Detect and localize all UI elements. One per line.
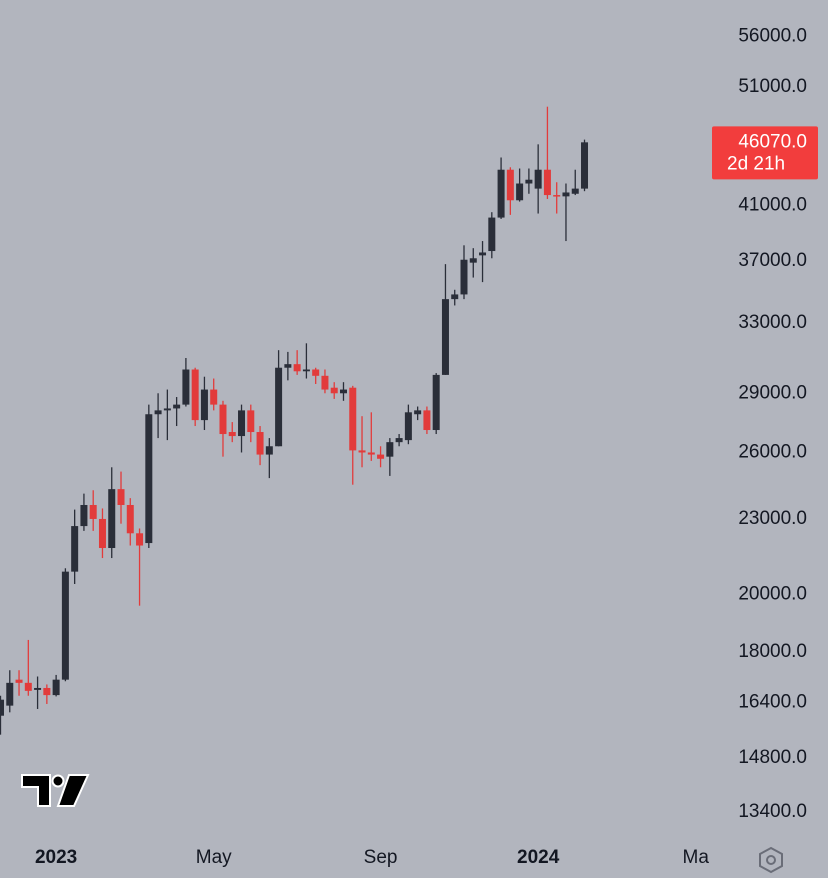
candle-body bbox=[321, 375, 329, 390]
candle-body bbox=[52, 679, 60, 696]
tradingview-logo bbox=[21, 774, 90, 807]
y-tick-label: 23000.0 bbox=[738, 508, 807, 529]
candle-body bbox=[339, 389, 347, 394]
candle-body bbox=[395, 438, 403, 443]
candle-body bbox=[497, 169, 505, 218]
candle-body bbox=[98, 518, 106, 549]
y-tick-label: 41000.0 bbox=[738, 195, 807, 216]
candle-body bbox=[312, 369, 320, 376]
y-tick-label: 18000.0 bbox=[738, 641, 807, 662]
y-tick-label: 33000.0 bbox=[738, 312, 807, 333]
candle-body bbox=[543, 169, 551, 196]
candle-body bbox=[581, 142, 589, 189]
candle-body bbox=[423, 410, 431, 431]
candle-body bbox=[43, 687, 51, 696]
candle-body bbox=[61, 571, 69, 680]
settings-icon-center bbox=[766, 855, 776, 865]
y-tick-label: 14800.0 bbox=[738, 747, 807, 768]
candle-body bbox=[0, 699, 4, 716]
candle-body bbox=[302, 369, 310, 372]
candle-body bbox=[404, 412, 412, 441]
candle-body bbox=[182, 369, 190, 405]
candle-body bbox=[516, 183, 524, 201]
candle-body bbox=[414, 410, 422, 415]
x-tick-label: May bbox=[196, 847, 232, 868]
candle-body bbox=[136, 533, 144, 546]
candle-body bbox=[219, 404, 227, 435]
x-tick-label: 2024 bbox=[517, 847, 560, 868]
price-tag bbox=[712, 126, 818, 180]
candle-body bbox=[117, 489, 125, 505]
candle-body bbox=[275, 367, 283, 447]
candle-body bbox=[506, 169, 514, 201]
candle-body bbox=[488, 217, 496, 252]
candle-body bbox=[256, 432, 264, 455]
candle-body bbox=[367, 452, 375, 455]
candle-body bbox=[562, 192, 570, 197]
candle-body bbox=[441, 299, 449, 375]
candle-body bbox=[460, 259, 468, 295]
candle-body bbox=[71, 526, 79, 572]
candle-body bbox=[228, 432, 236, 437]
y-tick-label: 37000.0 bbox=[738, 250, 807, 271]
logo-dot bbox=[51, 774, 65, 788]
candle-body bbox=[451, 294, 459, 300]
candle-body bbox=[525, 179, 533, 184]
candle-body bbox=[265, 446, 273, 455]
candle-body bbox=[145, 414, 153, 544]
candle-body bbox=[6, 682, 14, 706]
y-tick-label: 26000.0 bbox=[738, 441, 807, 462]
candle-body bbox=[349, 387, 357, 451]
candle-body bbox=[89, 504, 97, 519]
candle-body bbox=[24, 682, 32, 691]
y-tick-label: 56000.0 bbox=[738, 26, 807, 47]
candle-body bbox=[108, 489, 116, 549]
candle-body bbox=[15, 679, 23, 683]
candle-body bbox=[284, 364, 292, 368]
candle-body bbox=[163, 408, 171, 411]
candle-body bbox=[126, 504, 134, 534]
x-tick-label: Sep bbox=[364, 847, 398, 868]
settings-icon[interactable] bbox=[759, 846, 783, 874]
candle-body bbox=[200, 389, 208, 421]
y-tick-label: 51000.0 bbox=[738, 76, 807, 97]
candle-body bbox=[80, 504, 88, 527]
candle-body bbox=[34, 687, 42, 690]
candles bbox=[0, 106, 589, 735]
logo-v bbox=[56, 774, 90, 807]
candle-body bbox=[377, 454, 385, 459]
candle-body bbox=[210, 389, 218, 405]
candle-body bbox=[238, 410, 246, 437]
candle-body bbox=[534, 169, 542, 189]
candle-body bbox=[432, 374, 440, 431]
logo-t bbox=[21, 774, 51, 807]
y-tick-label: 29000.0 bbox=[738, 382, 807, 403]
candle-body bbox=[571, 188, 579, 194]
candle-body bbox=[173, 404, 181, 409]
x-tick-label: 2023 bbox=[35, 847, 77, 868]
candle-body bbox=[154, 410, 162, 415]
x-tick-label: Ma bbox=[683, 847, 710, 868]
candle-body bbox=[358, 450, 366, 453]
price-tag-label: 46070.0 bbox=[738, 131, 807, 152]
candle-body bbox=[330, 387, 338, 394]
candle-body bbox=[247, 410, 255, 433]
candle-body bbox=[386, 442, 394, 457]
candle-body bbox=[469, 258, 477, 263]
candle-body bbox=[479, 252, 487, 256]
y-tick-label: 13400.0 bbox=[738, 801, 807, 822]
y-tick-label: 16400.0 bbox=[738, 691, 807, 712]
candle-body bbox=[293, 364, 301, 372]
candle-body bbox=[191, 369, 199, 421]
countdown: 2d 21h bbox=[727, 153, 785, 174]
y-tick-label: 20000.0 bbox=[738, 584, 807, 605]
candle-body bbox=[553, 195, 561, 197]
